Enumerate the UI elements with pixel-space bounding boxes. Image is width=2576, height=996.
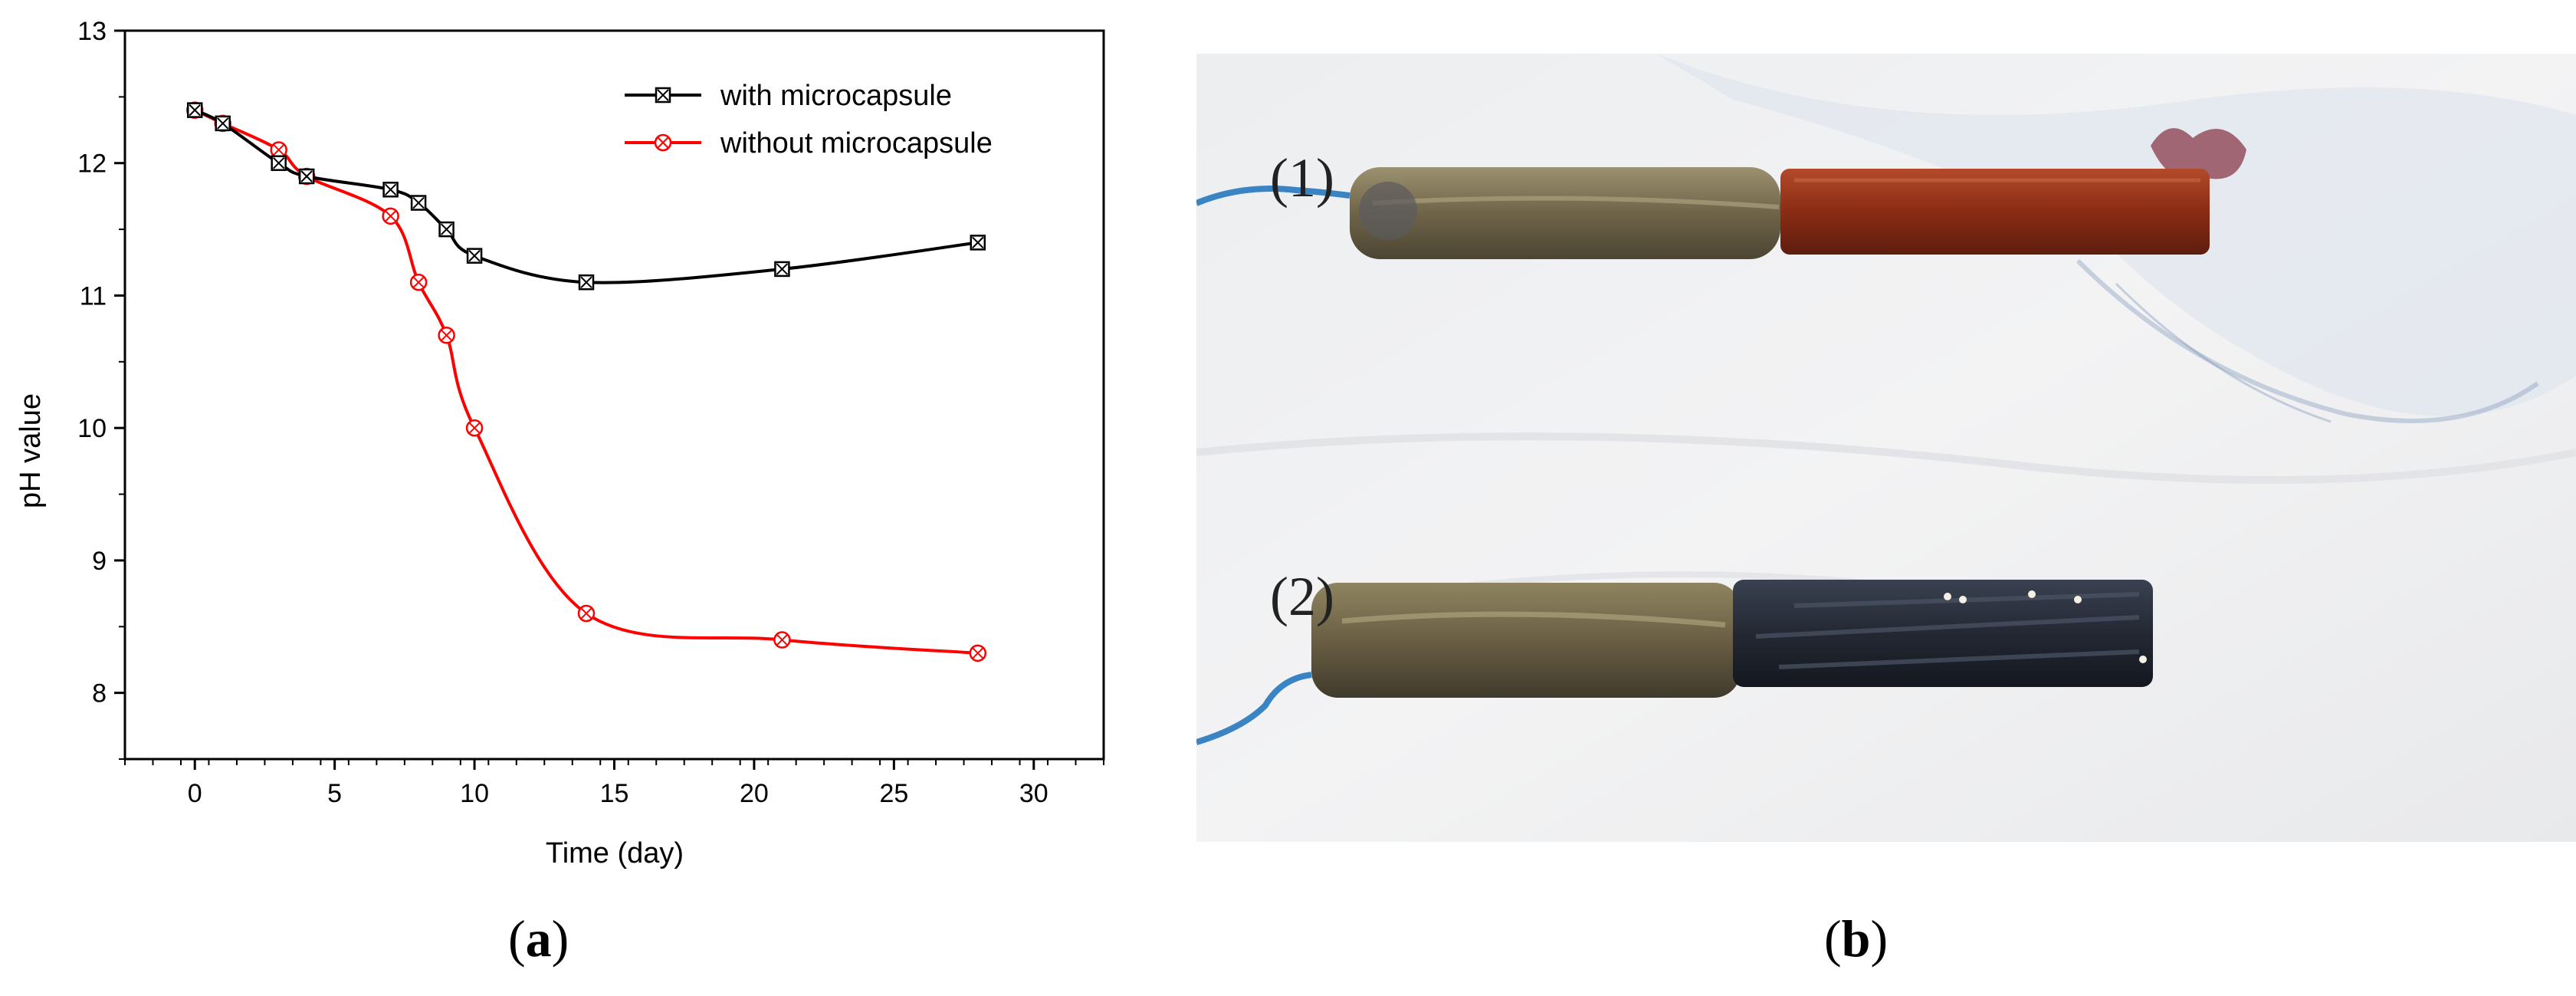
- chart-series: [185, 101, 987, 662]
- y-axis-label: pH value: [15, 393, 47, 508]
- data-point: [438, 327, 455, 344]
- data-point: [774, 261, 790, 278]
- data-point: [465, 419, 484, 437]
- x-tick-label: 30: [1019, 779, 1048, 808]
- x-tick-label: 20: [740, 779, 769, 808]
- y-tick-label: 12: [77, 150, 107, 179]
- data-point: [409, 273, 428, 291]
- data-point: [654, 133, 672, 152]
- data-point: [271, 155, 287, 171]
- data-point: [655, 87, 671, 104]
- y-tick-label: 13: [77, 17, 107, 46]
- series-line: [194, 108, 978, 655]
- data-point: [215, 115, 231, 132]
- rebar-photo: (1) (2): [1196, 54, 2576, 842]
- data-point: [410, 195, 427, 211]
- panel-label-a: (a): [508, 909, 569, 968]
- y-tick-label: 9: [92, 547, 107, 576]
- data-point: [186, 102, 203, 118]
- data-point: [270, 141, 287, 159]
- data-point: [298, 168, 315, 185]
- sample-2-label: (2): [1270, 566, 1334, 627]
- chart-ticks: 0 5 10 15 20 25 30 8 9 10 11 12 13: [77, 17, 1104, 808]
- x-tick-label: 15: [600, 779, 629, 808]
- panel-label-b: (b): [1824, 909, 1889, 968]
- legend-item: with microcapsule: [625, 80, 952, 112]
- y-tick-label: 10: [77, 414, 107, 443]
- data-point: [970, 235, 986, 251]
- chart-legend: with microcapsule without microcapsule: [625, 80, 993, 159]
- y-tick-label: 11: [80, 281, 107, 311]
- x-tick-label: 10: [460, 779, 489, 808]
- data-point: [578, 274, 595, 291]
- legend-item: without microcapsule: [625, 127, 993, 159]
- x-tick-label: 0: [188, 779, 202, 808]
- data-point: [577, 604, 596, 623]
- data-point: [773, 631, 791, 649]
- sample-1-label: (1): [1270, 147, 1334, 209]
- data-point: [438, 221, 454, 238]
- x-tick-label: 25: [879, 779, 908, 808]
- data-point: [382, 207, 399, 225]
- legend-label: with microcapsule: [720, 80, 952, 112]
- data-point: [466, 248, 483, 264]
- ph-chart: 0 5 10 15 20 25 30 8 9 10 11 12 13 with microcapsule…: [15, 17, 1105, 869]
- x-tick-label: 5: [327, 779, 342, 808]
- data-point: [382, 182, 399, 198]
- data-point: [969, 644, 987, 662]
- x-axis-label: Time (day): [546, 837, 684, 869]
- y-tick-label: 8: [92, 679, 107, 708]
- legend-label: without microcapsule: [720, 127, 993, 159]
